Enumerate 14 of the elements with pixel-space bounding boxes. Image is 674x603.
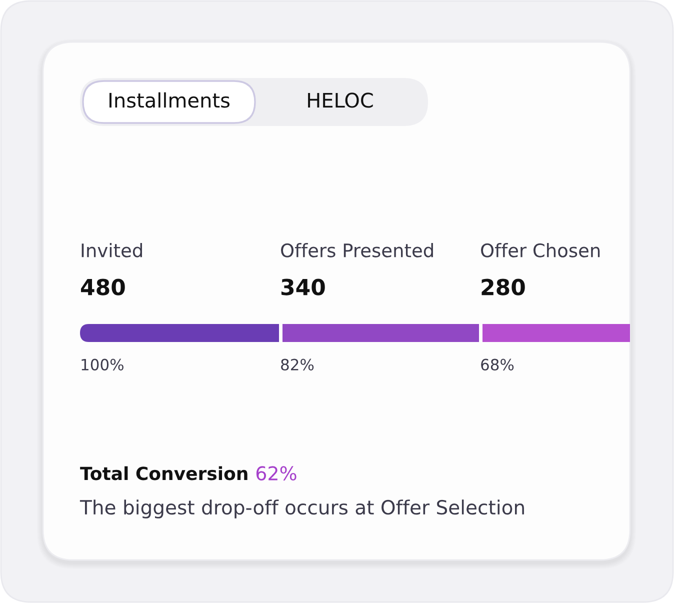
text: Installments: [110, 92, 230, 108]
text: The biggest drop-off occurs at Offer Selection: [80, 500, 524, 518]
text: Total Conversion: [80, 466, 248, 480]
text: HELOC: [308, 92, 373, 108]
category-label: Offers Presented: [281, 243, 433, 258]
text: 82%: [281, 358, 314, 370]
data-label: 340: [281, 278, 325, 296]
text: 62%: [256, 466, 296, 481]
text: 100%: [82, 358, 124, 370]
text: 68%: [481, 358, 514, 370]
data-label: 480: [80, 278, 125, 296]
category-label: Offer Chosen: [481, 243, 600, 258]
category-label: Invited: [82, 243, 142, 258]
data-label: 280: [482, 278, 525, 296]
